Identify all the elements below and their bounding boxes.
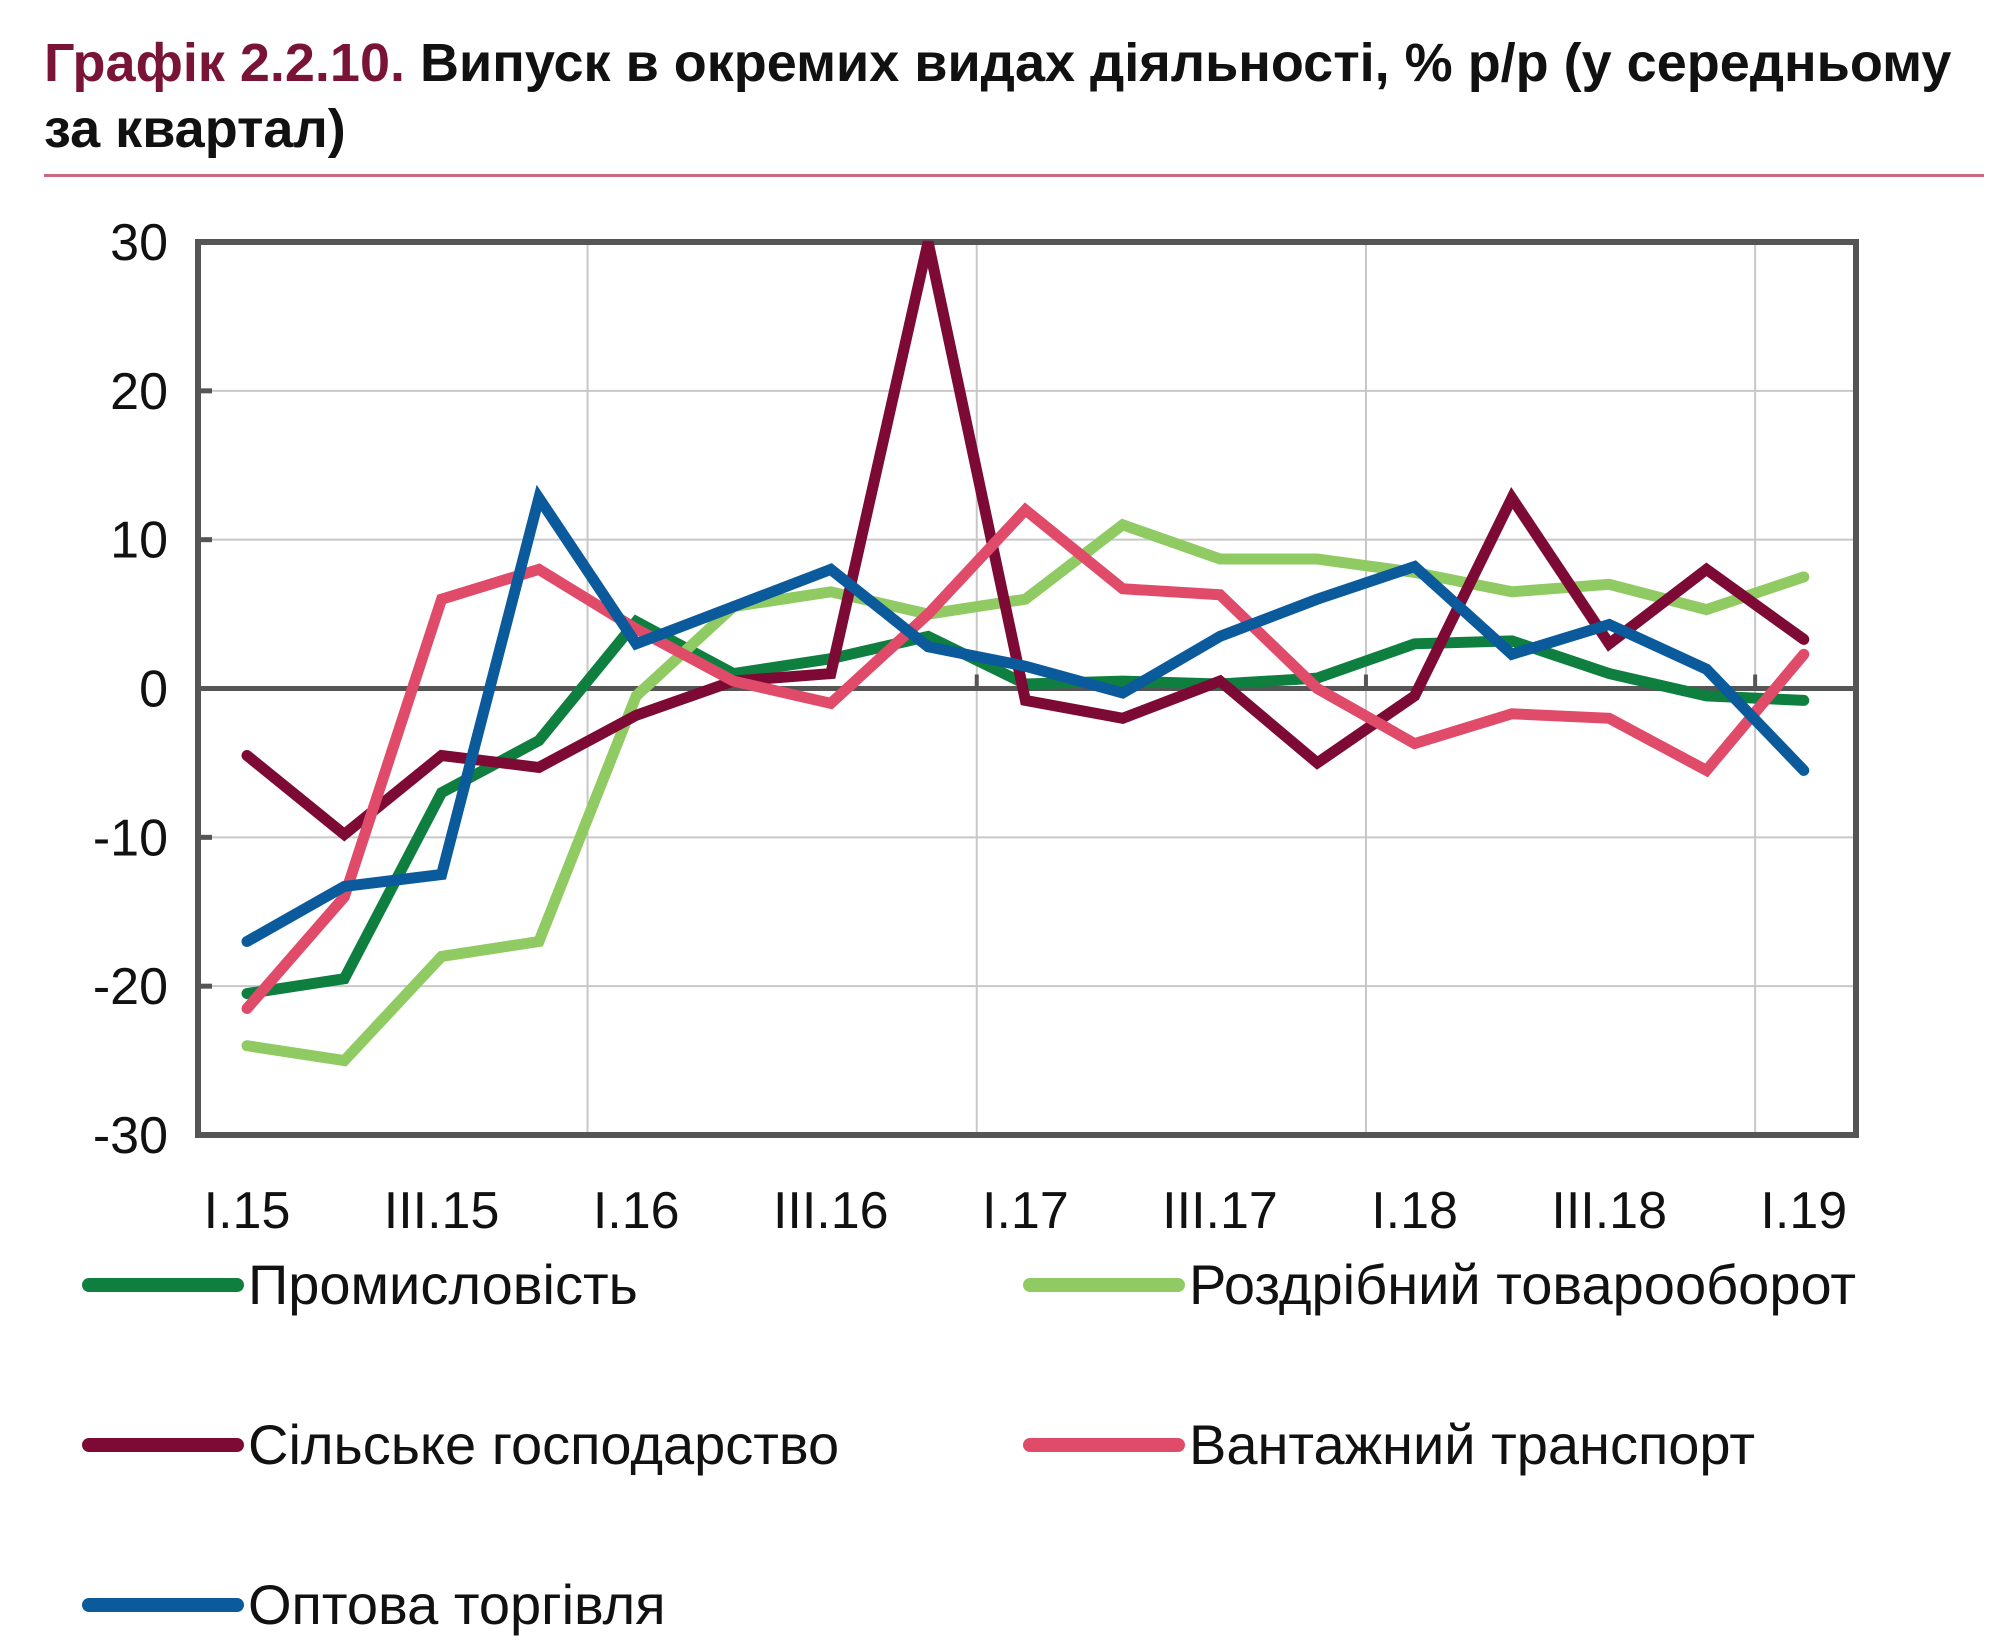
legend-label: Вантажний транспорт: [1189, 1413, 1755, 1476]
y-tick-label: 20: [110, 363, 168, 421]
y-tick-label: -10: [93, 809, 168, 867]
legend-item: Оптова торгівля: [82, 1572, 666, 1637]
x-tick-label: I.16: [593, 1182, 680, 1240]
legend-swatch: [1023, 1437, 1185, 1452]
x-tick-label: I.17: [982, 1182, 1069, 1240]
y-tick-label: -20: [93, 958, 168, 1016]
series-line-3: [241, 502, 1810, 1014]
series-line-1: [241, 518, 1810, 1067]
y-tick-label: 0: [139, 661, 168, 719]
chart-legend: Промисловість Роздрібний товарооборот Сіль…: [0, 1240, 2000, 1640]
figure-number: Графік 2.2.10.: [44, 33, 405, 93]
legend-item: Сільське господарство: [82, 1412, 839, 1477]
y-tick-label: 30: [110, 214, 168, 272]
x-tick-label: III.17: [1162, 1182, 1278, 1240]
legend-label: Роздрібний товарооборот: [1189, 1253, 1857, 1316]
legend-swatch: [1023, 1277, 1185, 1292]
legend-label: Промисловість: [248, 1253, 638, 1316]
series-line-4: [241, 484, 1810, 947]
legend-item: Промисловість: [82, 1252, 638, 1317]
y-tick-label: -30: [93, 1107, 168, 1165]
plot-frame: [195, 239, 1859, 1138]
x-tick-label: I.18: [1371, 1182, 1458, 1240]
legend-item: Вантажний транспорт: [1023, 1412, 1755, 1477]
legend-item: Роздрібний товарооборот: [1023, 1252, 1856, 1317]
chart-title: Графік 2.2.10. Випуск в окремих видах ді…: [44, 30, 1984, 162]
y-tick-label: 10: [110, 512, 168, 570]
x-tick-label: I.19: [1760, 1182, 1847, 1240]
legend-label: Сільське господарство: [248, 1413, 840, 1476]
x-tick-label: III.16: [773, 1182, 889, 1240]
x-tick-label: I.15: [204, 1182, 291, 1240]
legend-swatch: [82, 1277, 244, 1292]
series-line-2: [241, 240, 1810, 842]
figure-title: Випуск в окремих видах діяльності, % р/р…: [44, 33, 1952, 159]
x-tick-label: III.18: [1551, 1182, 1667, 1240]
legend-label: Оптова торгівля: [248, 1573, 666, 1636]
legend-swatch: [82, 1597, 244, 1612]
legend-swatch: [82, 1437, 244, 1452]
title-divider: [44, 174, 1984, 177]
x-tick-label: III.15: [384, 1182, 500, 1240]
